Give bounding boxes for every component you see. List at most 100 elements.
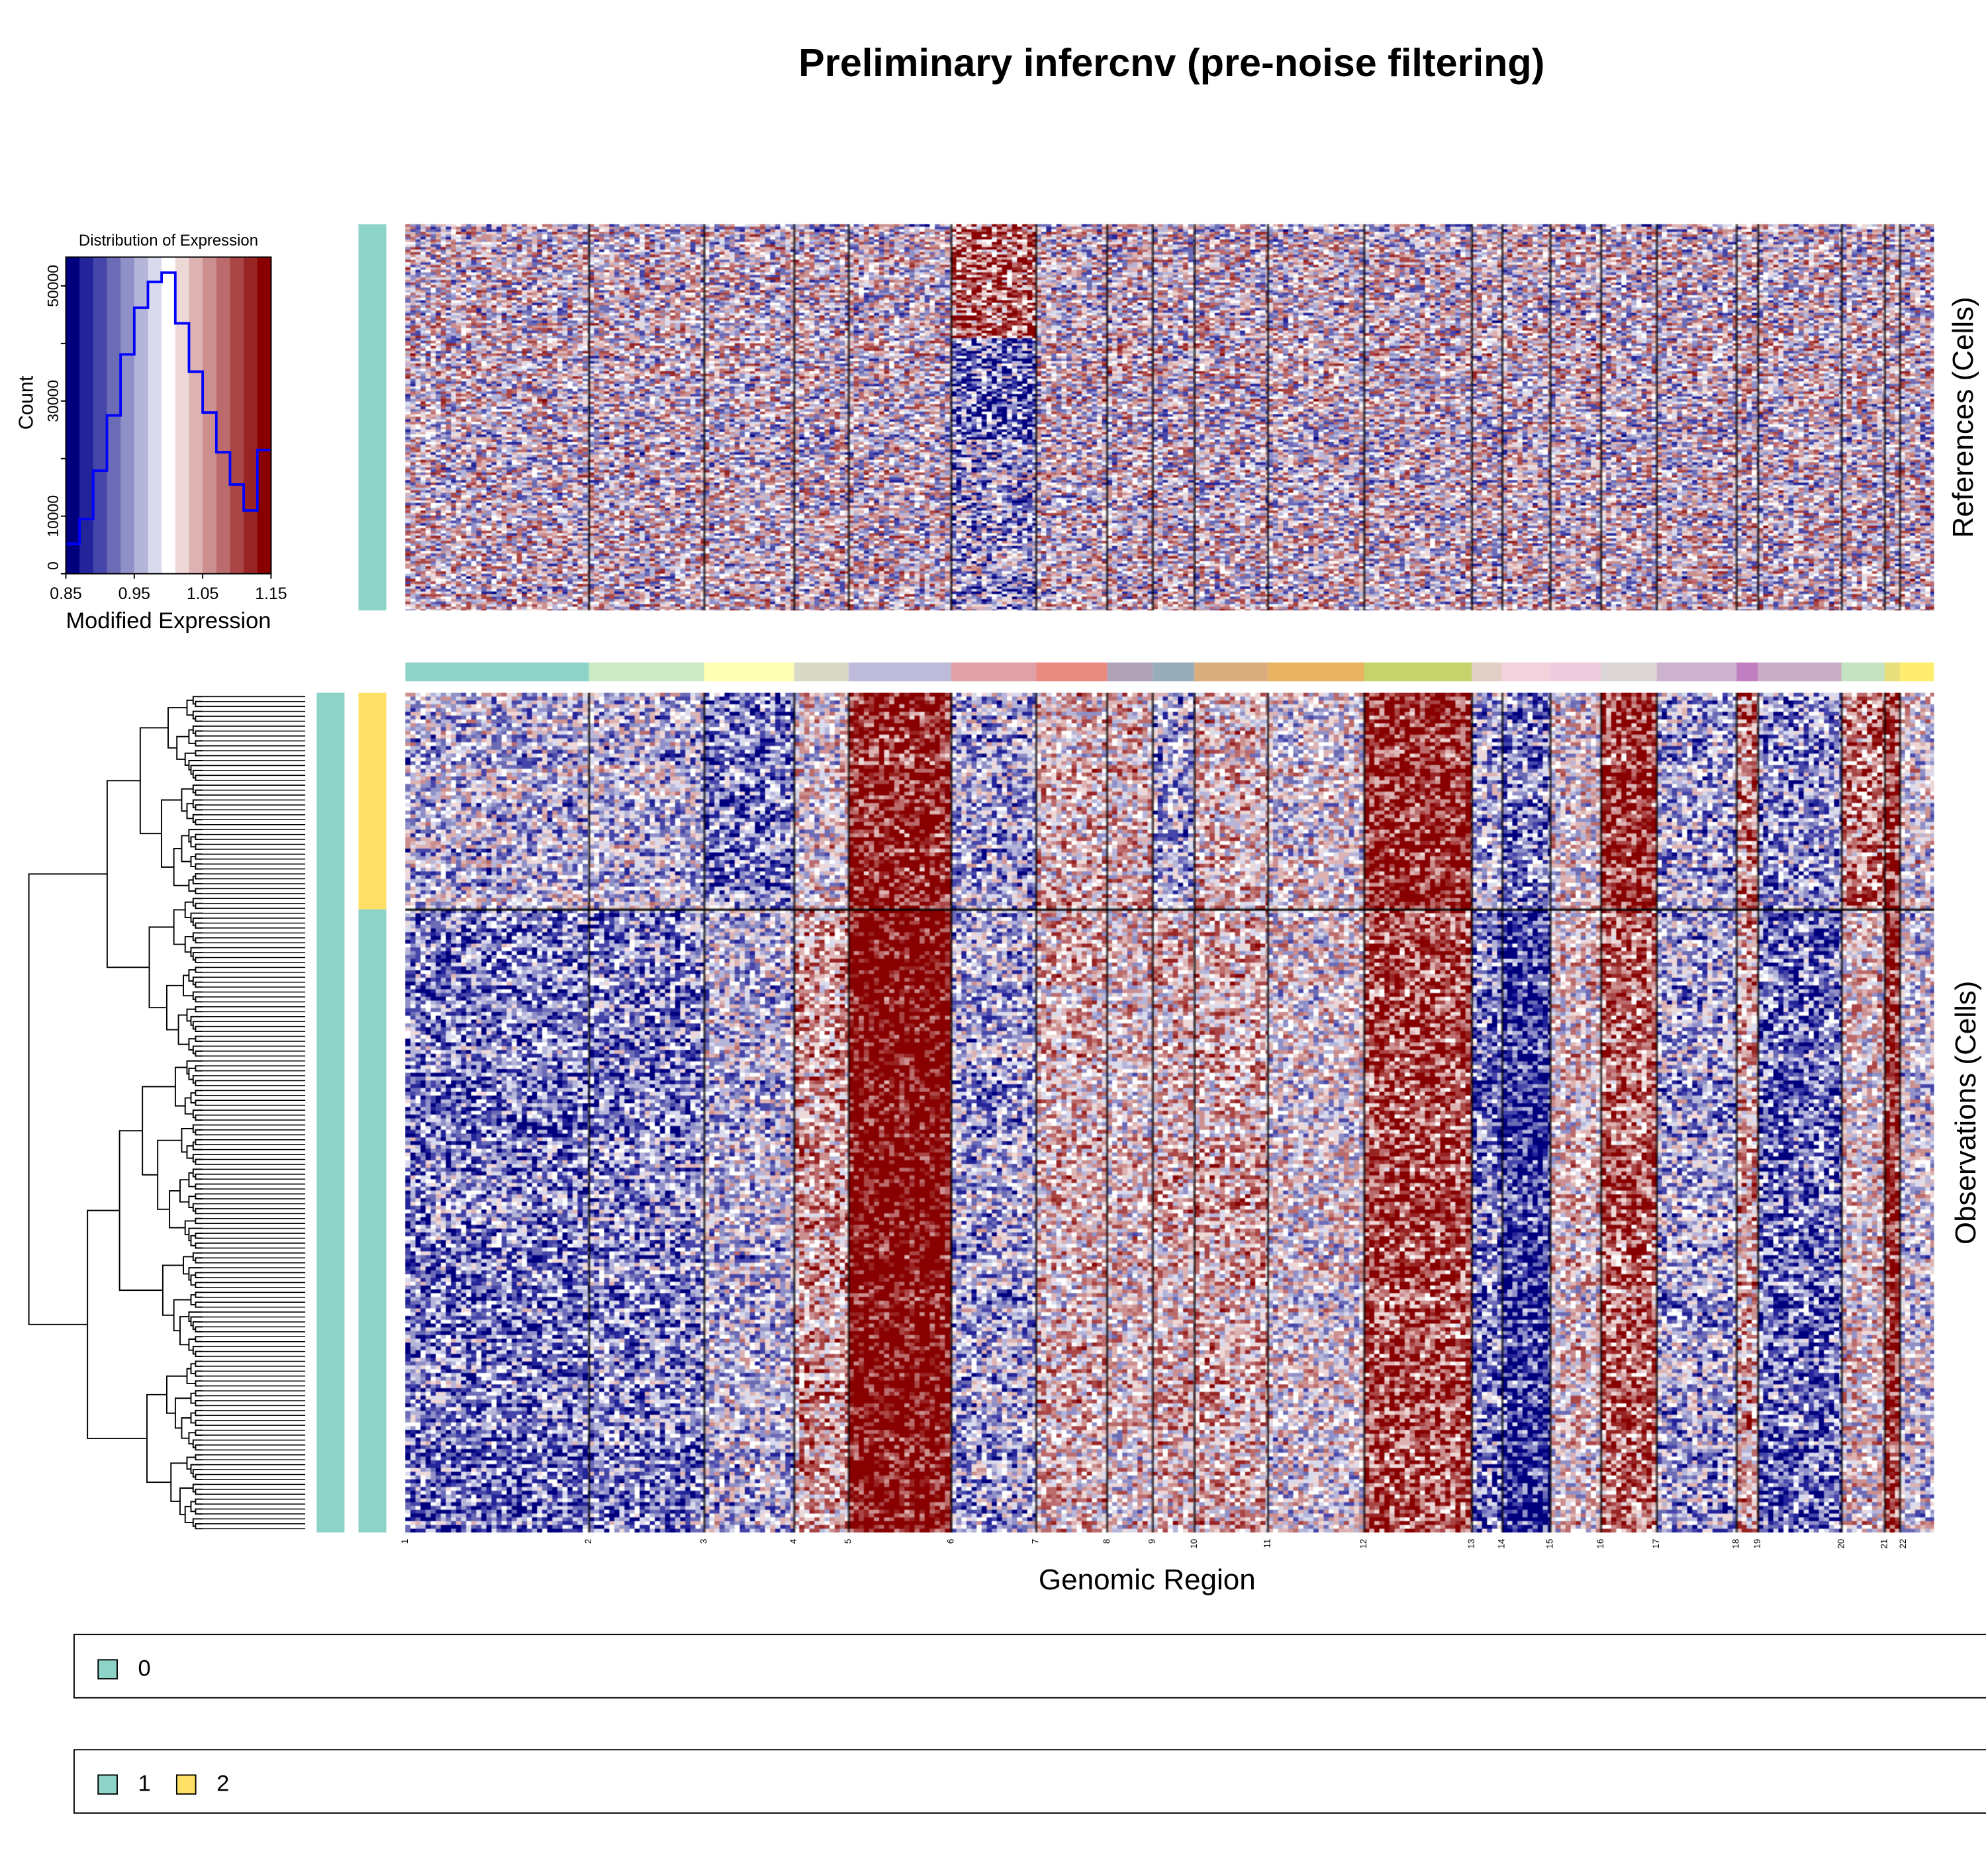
dendrogram-branch <box>148 926 174 1009</box>
chromosome-label: 6 <box>945 1539 955 1544</box>
dendrogram-branch <box>192 1439 203 1448</box>
dendrogram-branch <box>192 1203 203 1212</box>
dendrogram-branch <box>195 1498 203 1505</box>
chromosome-label: 13 <box>1466 1539 1476 1549</box>
dendrogram-branch <box>195 750 203 757</box>
legend-swatch <box>97 1658 118 1679</box>
dendrogram-branch <box>195 1129 203 1136</box>
dendrogram-branch <box>183 1256 193 1275</box>
dendrogram-branch <box>188 729 196 744</box>
dendrogram-branch <box>195 1326 203 1333</box>
dendrogram-branch <box>195 1444 203 1451</box>
chromosome-label: 8 <box>1102 1539 1111 1544</box>
dendrogram-branch <box>28 873 107 1325</box>
dendrogram-branch <box>184 1505 193 1524</box>
dendrogram-branch <box>190 1501 196 1513</box>
dendrogram-branch <box>195 937 203 944</box>
chromosome-bar-4 <box>794 662 849 682</box>
color-key-band <box>257 257 272 574</box>
dendrogram-branch <box>106 780 150 968</box>
dendrogram-branch <box>188 969 196 982</box>
dendrogram-branch <box>179 1487 193 1515</box>
dendrogram-branch <box>195 853 203 860</box>
dendrogram-branch <box>192 1021 203 1030</box>
legend-label: 2 <box>216 1770 230 1797</box>
chromosome-bar-6 <box>951 662 1037 682</box>
dendrogram-branch <box>192 1141 203 1150</box>
dendrogram-branch <box>87 1209 147 1439</box>
color-key-bands <box>66 257 272 574</box>
chromosome-color-bar <box>405 662 1934 682</box>
dendrogram-branch <box>195 1380 203 1387</box>
chromosome-bar-18 <box>1736 662 1758 682</box>
dendrogram-branch <box>188 1196 196 1208</box>
dendrogram-branch <box>195 1025 203 1033</box>
dendrogram-branch <box>192 1518 203 1527</box>
chromosome-bar-12 <box>1364 662 1472 682</box>
dendrogram-branch <box>195 1291 203 1298</box>
dendrogram-branch <box>195 873 203 880</box>
dendrogram-branch <box>179 1316 189 1346</box>
color-key-band <box>120 257 135 574</box>
dendrogram-branch <box>181 1417 191 1439</box>
dendrogram-branch <box>195 716 203 722</box>
legend-item: 1 <box>97 1771 151 1797</box>
chromosome-bar-17 <box>1656 662 1737 682</box>
chromosome-label: 16 <box>1595 1539 1605 1549</box>
histogram-axes: 0.85 0.95 1.05 1.15 0 10000 30000 50000 <box>44 256 287 603</box>
dendrogram-branch <box>195 833 203 840</box>
dendrogram-branch <box>192 1075 203 1084</box>
dendrogram-branch <box>195 740 203 747</box>
dendrogram-branch <box>192 1168 203 1178</box>
chromosome-label: 7 <box>1031 1539 1041 1544</box>
dendrogram-branch <box>186 699 193 716</box>
dendrogram-branch <box>195 1454 203 1461</box>
color-key-band <box>93 257 108 574</box>
observation-group-bar <box>316 692 345 1533</box>
chromosome-bar-20 <box>1841 662 1885 682</box>
dendrogram-branch <box>195 1419 203 1427</box>
chromosome-bar-8 <box>1107 662 1153 682</box>
dendrogram-branch <box>174 1397 191 1429</box>
dendrogram-branch <box>195 996 203 1003</box>
dendrogram-branch <box>184 1220 196 1235</box>
dendrogram-branch <box>188 1172 196 1188</box>
dendrogram-branch <box>195 1523 203 1530</box>
color-key-band <box>203 257 217 574</box>
chromosome-bar-15 <box>1550 662 1601 682</box>
chromosome-label: 12 <box>1358 1539 1368 1549</box>
dendrogram-branch <box>195 981 203 988</box>
dendrogram-branch <box>190 1092 196 1103</box>
dendrogram-branch <box>195 1336 203 1342</box>
dendrogram-branch <box>195 1139 203 1146</box>
chromosome-label: 22 <box>1898 1539 1908 1549</box>
dendrogram-branch <box>173 909 185 945</box>
dendrogram-branch <box>184 752 196 766</box>
dendrogram-branch <box>195 1100 203 1106</box>
dendrogram-branch <box>192 1483 203 1493</box>
dendrogram <box>28 696 306 1530</box>
figure-title: Preliminary infercnv (pre-noise filterin… <box>798 40 1545 85</box>
references-heatmap <box>405 224 1934 611</box>
genomic-region-label: Genomic Region <box>1038 1563 1256 1596</box>
legend-swatch <box>175 1773 197 1795</box>
dendrogram-branch <box>195 774 203 781</box>
histogram-line <box>66 271 271 545</box>
dendrogram-branch <box>195 1006 203 1013</box>
chromosome-labels: 1 2 3 4 5 6 7 8 9 10 11 12 13 14 15 16 17 18 19 20 21 22 <box>400 1538 1908 1549</box>
chromosome-label: 21 <box>1879 1539 1889 1549</box>
dendrogram-branch <box>190 1412 196 1424</box>
dendrogram-branch <box>190 1274 196 1286</box>
chromosome-bar-11 <box>1268 662 1364 682</box>
dendrogram-branch <box>195 1173 203 1180</box>
dendrogram-branch <box>192 769 203 779</box>
dendrogram-branch <box>192 875 203 884</box>
chromosome-bar-7 <box>1036 662 1108 682</box>
dendrogram-branch <box>195 1409 203 1417</box>
dendrogram-branch <box>179 1179 189 1203</box>
chromosome-bar-10 <box>1194 662 1268 682</box>
observations-heatmap <box>405 692 1934 1533</box>
dendrogram-branch <box>190 1235 196 1246</box>
chromosome-bar-9 <box>1153 662 1195 682</box>
histogram: Distribution of Expression 0.85 0.95 1.05 1… <box>15 232 287 633</box>
